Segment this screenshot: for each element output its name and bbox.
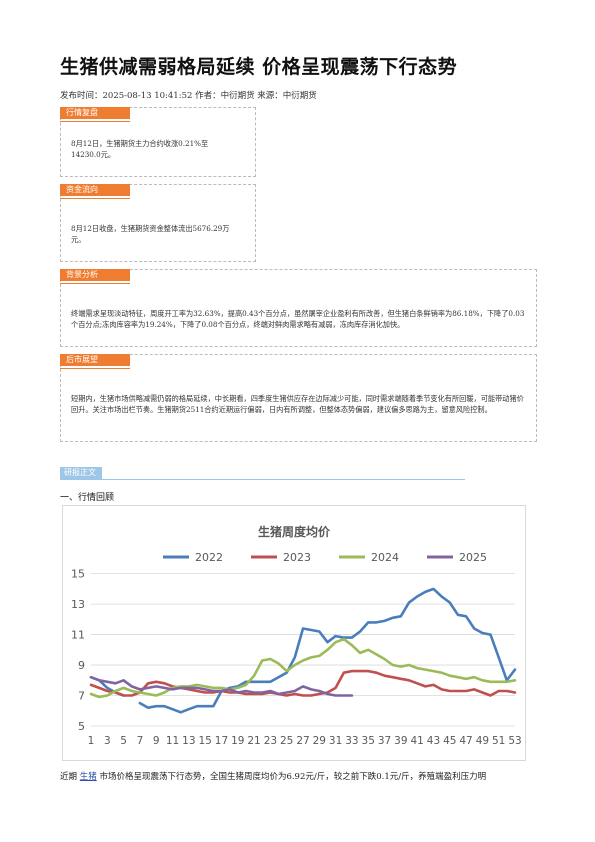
chart-title: 生猪周度均价 xyxy=(258,524,331,539)
bottom-suffix: 市场价格呈现震荡下行态势，全国生猪周度均价为6.92元/斤，较之前下跌0.1元/… xyxy=(99,772,487,782)
y-tick-label: 7 xyxy=(78,690,85,703)
research-heading: 一、行情回顾 xyxy=(60,493,115,503)
x-tick-label: 39 xyxy=(394,735,407,747)
x-tick-label: 23 xyxy=(264,735,277,747)
y-tick-label: 11 xyxy=(71,629,85,642)
x-tick-label: 47 xyxy=(459,735,472,747)
x-tick-label: 17 xyxy=(215,735,228,747)
section-fund-flow: 资金流向 8月12日收盘，生猪期货资金整体流出5676.29万元。 xyxy=(60,184,256,262)
x-tick-label: 25 xyxy=(280,735,293,747)
section-tag-fund-flow: 资金流向 xyxy=(60,184,130,199)
legend-label: 2025 xyxy=(459,551,487,564)
section-tag-market-review: 行情复盘 xyxy=(60,107,130,122)
x-tick-label: 37 xyxy=(378,735,391,747)
series-line-2022 xyxy=(89,587,517,714)
section-tag-outlook: 后市展望 xyxy=(60,354,130,369)
legend-label: 2024 xyxy=(371,551,399,564)
x-tick-label: 1 xyxy=(88,735,95,747)
pig-link[interactable]: 生猪 xyxy=(79,772,97,782)
x-tick-label: 35 xyxy=(362,735,375,747)
article-title: 生猪供减需弱格局延续 价格呈现震荡下行态势 xyxy=(60,56,458,78)
article-meta: 发布时间：2025-08-13 10:41:52 作者：中衍期货 来源：中衍期货 xyxy=(60,91,317,101)
section-text-outlook: 短期内，生猪市场供略减需仍弱的格局延续，中长期看，四季度生猪供应存在边际减少可能… xyxy=(71,394,524,414)
section-tag-background: 背景分析 xyxy=(60,269,130,284)
y-tick-label: 5 xyxy=(78,720,85,733)
x-tick-label: 53 xyxy=(508,735,521,747)
x-tick-label: 19 xyxy=(231,735,244,747)
research-divider xyxy=(60,479,465,480)
x-tick-label: 11 xyxy=(166,735,179,747)
x-tick-label: 51 xyxy=(492,735,505,747)
x-tick-label: 21 xyxy=(247,735,260,747)
x-tick-label: 43 xyxy=(427,735,440,747)
x-tick-label: 5 xyxy=(120,735,127,747)
section-text-background: 终端需求呈现淡动特征，周度开工率为32.63%，提高0.43个百分点，虽然屠宰企… xyxy=(71,309,525,329)
series-line-2023 xyxy=(89,669,517,697)
series-line-2024 xyxy=(89,637,517,699)
x-tick-label: 3 xyxy=(104,735,111,747)
x-tick-label: 15 xyxy=(198,735,211,747)
section-text-fund-flow: 8月12日收盘，生猪期货资金整体流出5676.29万元。 xyxy=(71,224,230,244)
section-background: 背景分析 终端需求呈现淡动特征，周度开工率为32.63%，提高0.43个百分点，… xyxy=(60,269,537,347)
price-chart: 生猪周度均价 2022 2023 2024 2025 5 7 9 11 13 15 1 3 5 7 9 11… xyxy=(62,505,526,761)
x-tick-label: 45 xyxy=(443,735,456,747)
bottom-prefix: 近期 xyxy=(60,772,78,782)
y-tick-label: 15 xyxy=(71,568,85,581)
legend-label: 2022 xyxy=(195,551,223,564)
bottom-paragraph: 近期 生猪 市场价格呈现震荡下行态势，全国生猪周度均价为6.92元/斤，较之前下… xyxy=(60,770,486,782)
section-market-review: 行情复盘 8月12日，生猪期货主力合约收涨0.21%至14230.0元。 xyxy=(60,107,256,177)
x-tick-label: 13 xyxy=(182,735,195,747)
research-tag: 研报正文 xyxy=(60,467,102,479)
section-outlook: 后市展望 短期内，生猪市场供略减需仍弱的格局延续，中长期看，四季度生猪供应存在边… xyxy=(60,354,537,442)
y-tick-label: 9 xyxy=(78,659,85,672)
x-tick-label: 7 xyxy=(137,735,144,747)
y-tick-label: 13 xyxy=(71,598,85,611)
x-tick-label: 41 xyxy=(410,735,423,747)
x-tick-label: 9 xyxy=(153,735,160,747)
x-tick-label: 27 xyxy=(296,735,309,747)
x-tick-label: 31 xyxy=(329,735,342,747)
legend-label: 2023 xyxy=(283,551,311,564)
x-tick-label: 29 xyxy=(313,735,326,747)
series-line-2025 xyxy=(89,675,354,697)
section-text-market-review: 8月12日，生猪期货主力合约收涨0.21%至14230.0元。 xyxy=(71,139,209,159)
x-tick-label: 49 xyxy=(476,735,489,747)
x-tick-label: 33 xyxy=(345,735,358,747)
